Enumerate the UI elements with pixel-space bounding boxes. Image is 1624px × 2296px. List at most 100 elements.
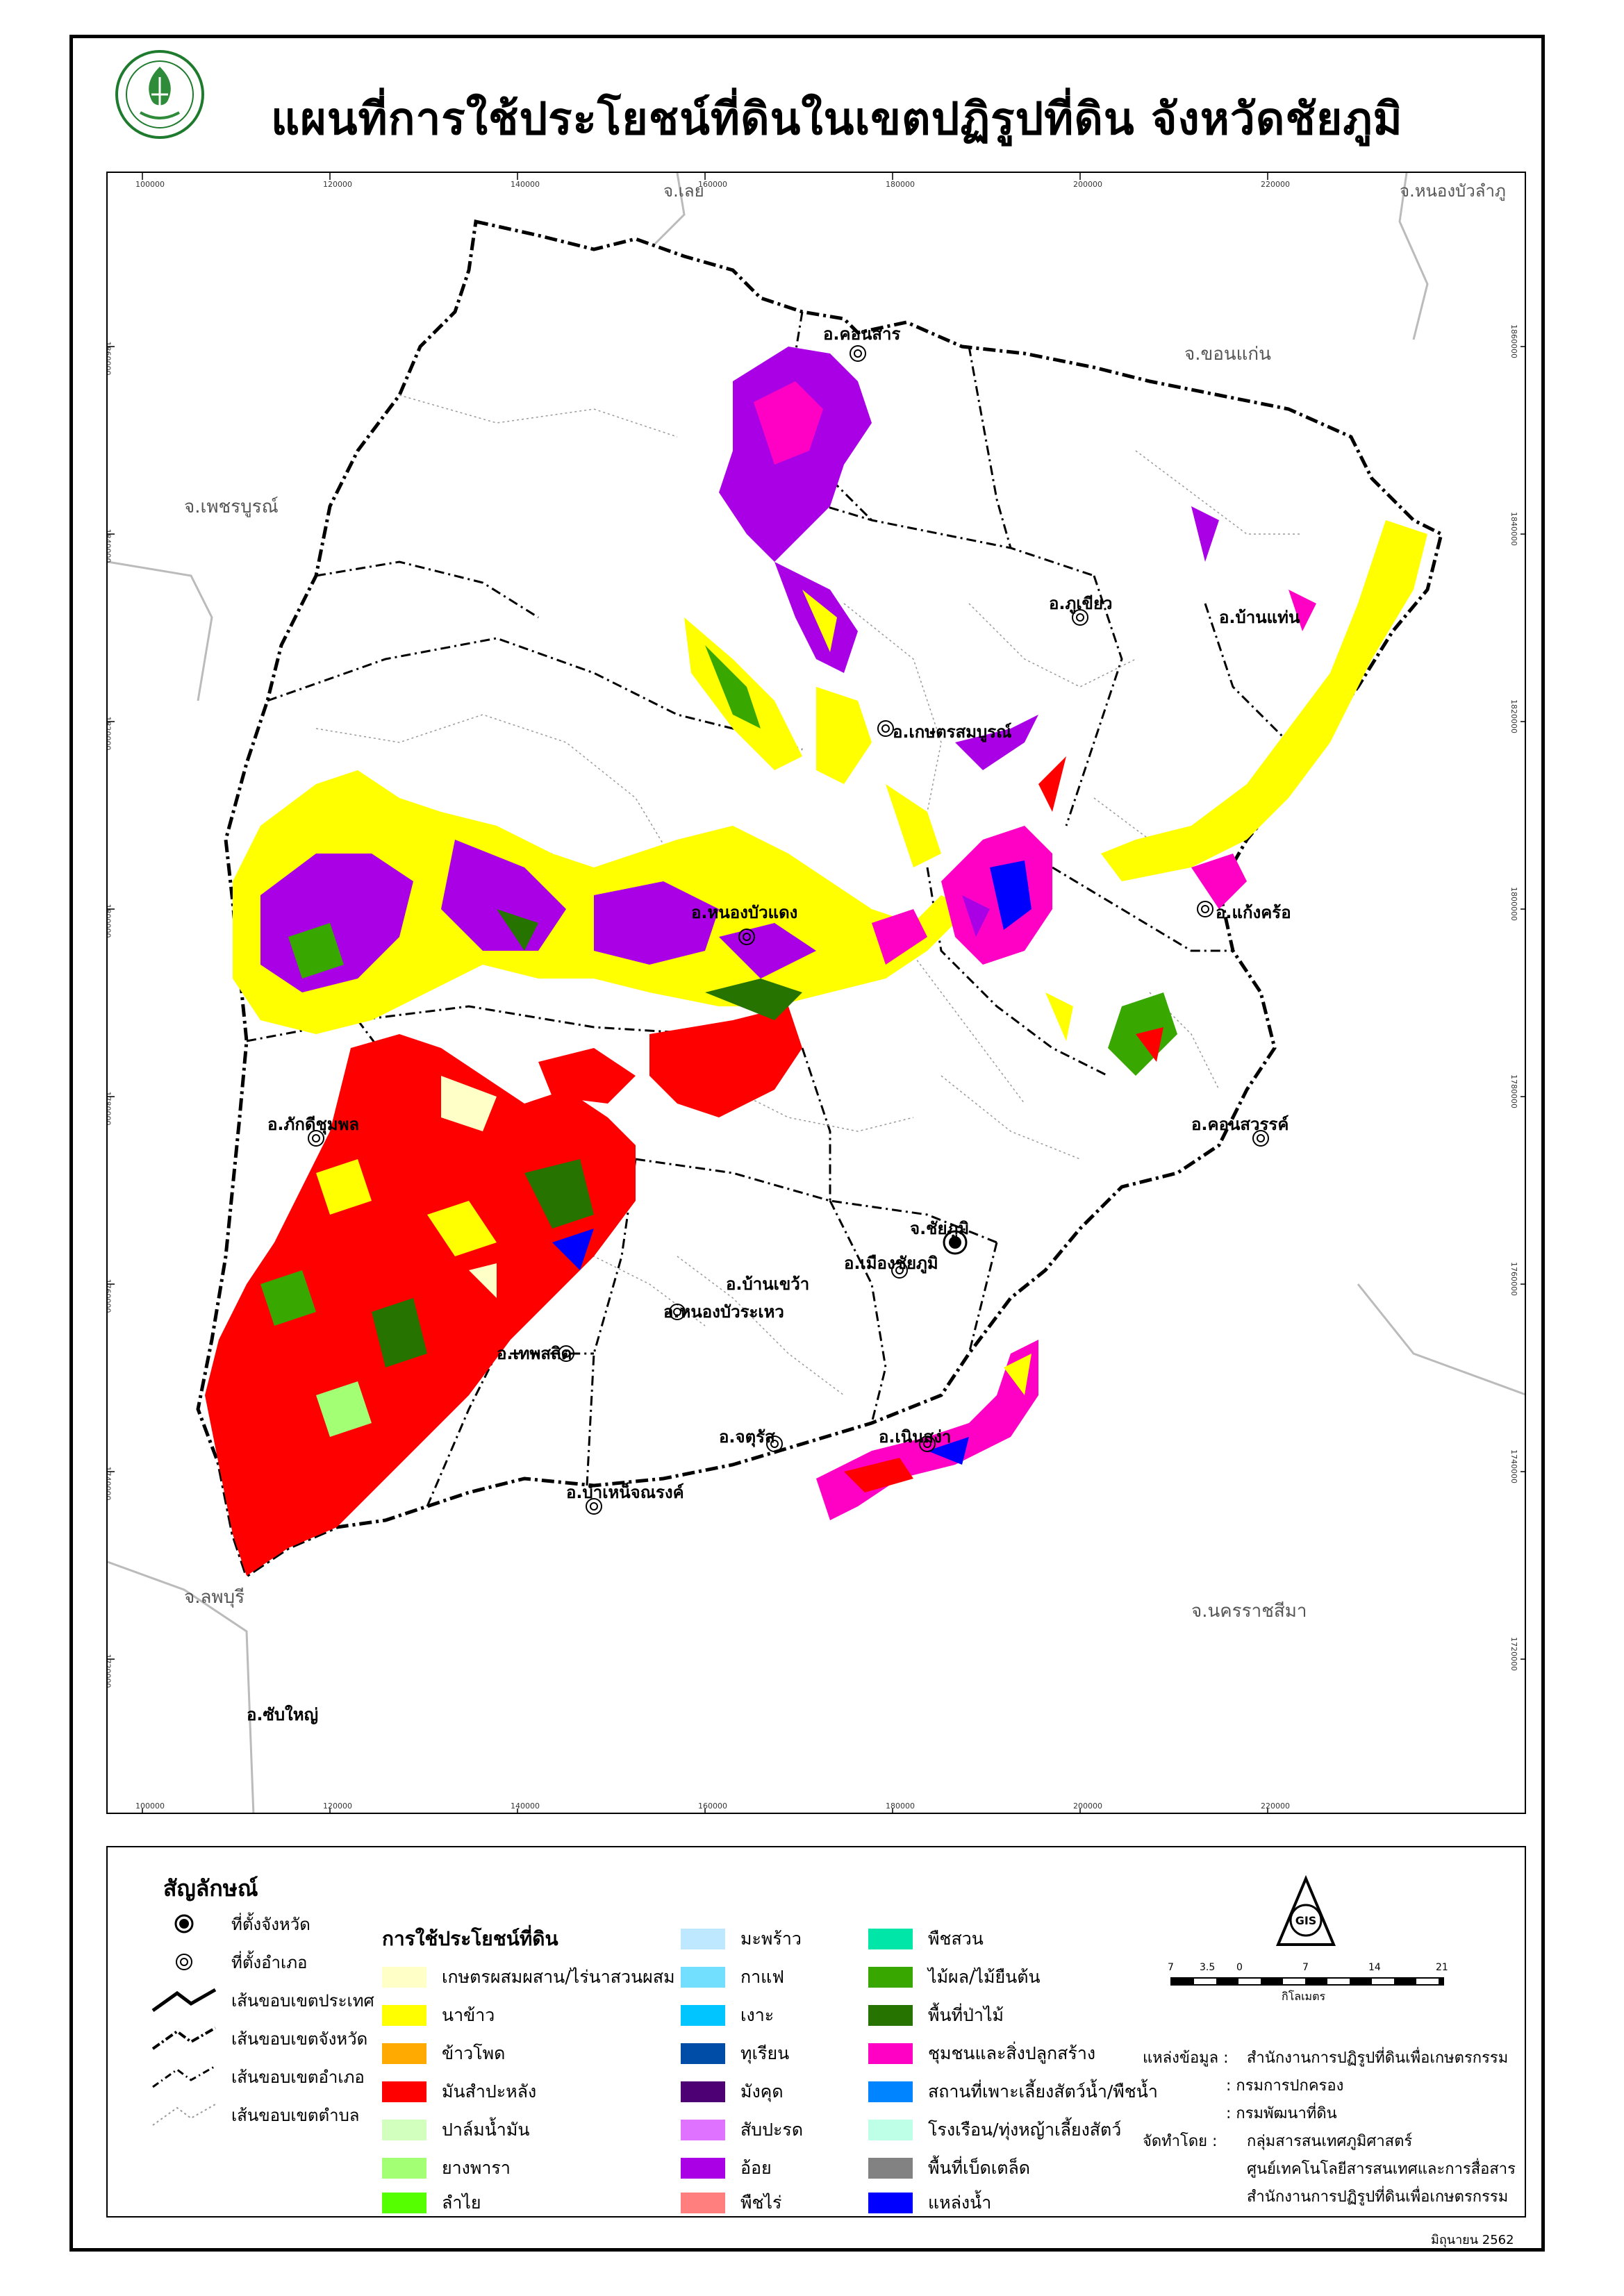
landuse-swatch: [868, 2193, 913, 2213]
landuse-swatch: [681, 2158, 725, 2179]
landuse-label: เงาะ: [740, 2005, 774, 2025]
legend-symbol-row: ที่ตั้งจังหวัด: [149, 1910, 310, 1938]
grid-y-label: 1740000: [1509, 1449, 1518, 1483]
district-center-icon: [176, 1954, 192, 1970]
landuse-item: มันสำปะหลัง: [382, 2080, 536, 2104]
source-line: : กรมพัฒนาที่ดิน: [1226, 2105, 1337, 2122]
prepared-label: จัดทำโดย :: [1143, 2133, 1218, 2150]
landuse-swatch: [382, 1967, 426, 1988]
landuse-swatch: [382, 2193, 426, 2213]
landuse-swatch: [681, 2193, 725, 2213]
landuse-label: ยางพารา: [442, 2158, 511, 2178]
landuse-item: เกษตรผสมผสาน/ไร่นาสวนผสม: [382, 1965, 675, 1989]
district-label-kasetsomboon: อ.เกษตรสมบูรณ์: [893, 722, 1012, 742]
legend-symbol-row: เส้นขอบเขตอำเภอ: [149, 2063, 365, 2090]
legend-title: สัญลักษณ์: [163, 1875, 258, 1902]
landuse-item: ชุมชนและสิ่งปลูกสร้าง: [868, 2042, 1095, 2065]
scale-tick: 14: [1368, 1962, 1381, 1973]
grid-y-label: 1720000: [106, 1654, 113, 1688]
grid-x-label: 140000: [511, 180, 540, 189]
grid-y-label: 1860000: [106, 341, 113, 376]
scale-tick: 0: [1236, 1962, 1243, 1973]
neighbor-border: [108, 1561, 255, 1813]
map-frame: 100000 120000 140000 160000 180000 20000…: [106, 172, 1526, 1814]
landuse-swatch: [382, 2005, 426, 2026]
landuse-item: โรงเรือน/ทุ่งหญ้าเลี้ยงสัตว์: [868, 2118, 1121, 2142]
grid-y-label: 1800000: [1509, 887, 1518, 921]
scale-tick: 7: [1302, 1962, 1309, 1973]
landuse-swatch: [382, 2120, 426, 2140]
grid-y-label: 1780000: [1509, 1074, 1518, 1108]
landuse-label: ทุเรียน: [740, 2043, 790, 2063]
landuse-item: พืชสวน: [868, 1927, 984, 1951]
landuse-label: ชุมชนและสิ่งปลูกสร้าง: [928, 2043, 1096, 2063]
grid-x-label: 180000: [886, 180, 915, 189]
landuse-label: ปาล์มน้ำมัน: [442, 2120, 530, 2140]
landuse-label: พื้นที่เบ็ดเตล็ด: [928, 2158, 1031, 2178]
landuse-label: มังคุด: [740, 2081, 784, 2102]
scale-bar-graphic: [1170, 1977, 1444, 1986]
grid-y-label: 1720000: [1509, 1637, 1518, 1671]
landuse-label: นาข้าว: [442, 2005, 495, 2025]
grid-x-label: 180000: [886, 1802, 915, 1811]
district-border-icon: [152, 2065, 216, 2088]
landuse-swatch: [681, 2081, 725, 2102]
district-label-bamnetnarong: อ.บำเหน็จณรงค์: [566, 1483, 684, 1502]
country-border-icon: [151, 1988, 217, 2013]
grid-x-label: 160000: [698, 1802, 727, 1811]
landuse-swatch: [382, 2081, 426, 2102]
landuse-swatch: [681, 2120, 725, 2140]
landuse-label: กาแฟ: [740, 1967, 784, 1987]
landuse-swatch: [868, 2120, 913, 2140]
grid-x-label: 100000: [135, 1802, 165, 1811]
scale-unit: กิโลเมตร: [1282, 1990, 1326, 2003]
source-line: สำนักงานการปฏิรูปที่ดินเพื่อเกษตรกรรม: [1247, 2049, 1509, 2067]
grid-y-label: 1820000: [1509, 699, 1518, 733]
legend-symbol-label: เส้นขอบเขตตำบล: [231, 2105, 360, 2125]
landuse-swatch: [382, 2043, 426, 2064]
landuse-item: อ้อย: [681, 2156, 772, 2180]
neighbor-border: [1398, 173, 1429, 340]
landuse-label: อ้อย: [740, 2158, 772, 2178]
landuse-item: นาข้าว: [382, 2004, 495, 2027]
grid-ticks: [108, 173, 1525, 1813]
district-label-nongbuadaeng: อ.หนองบัวแดง: [691, 903, 798, 922]
district-label-khonsawan: อ.คอนสวรรค์: [1191, 1115, 1289, 1134]
legend-symbol-label: ที่ตั้งจังหวัด: [231, 1914, 310, 1934]
district-centers: [308, 345, 1269, 1515]
landuse-item: พืชไร่: [681, 2191, 781, 2215]
landuse-label: สับปะรด: [740, 2120, 804, 2140]
scale-tick: 21: [1436, 1962, 1448, 1973]
legend-symbol-label: เส้นขอบเขตจังหวัด: [231, 2029, 368, 2049]
landuse-item: ลำไย: [382, 2191, 481, 2215]
landuse-swatch: [868, 2005, 913, 2026]
landuse-swatch: [868, 2043, 913, 2064]
grid-x-label: 200000: [1073, 180, 1102, 189]
grid-x-label: 140000: [511, 1802, 540, 1811]
scale-tick: 7: [1168, 1962, 1174, 1973]
north-arrow-icon: GIS: [1275, 1875, 1336, 1946]
district-label-chaiyaphum: จ.ชัยภูมิ: [910, 1219, 970, 1238]
grid-y-label: 1740000: [106, 1466, 113, 1501]
landuse-label: พืชสวน: [928, 1929, 984, 1949]
prepared-line: ศูนย์เทคโนโลยีสารสนเทศและการสื่อสาร: [1247, 2161, 1516, 2178]
grid-x-label: 200000: [1073, 1802, 1102, 1811]
grid-x-label: 160000: [698, 180, 727, 189]
grid-y-label: 1800000: [106, 904, 113, 938]
district-label-kaengkhro: อ.แก้งคร้อ: [1216, 903, 1291, 922]
landuse-title: การใช้ประโยชน์ที่ดิน: [382, 1927, 558, 1950]
grid-x-label: 220000: [1261, 180, 1290, 189]
landuse-swatch: [681, 1929, 725, 1949]
legend-symbol-row: เส้นขอบเขตตำบล: [149, 2101, 360, 2129]
landuse-swatch: [681, 2043, 725, 2064]
landuse-swatch: [868, 1967, 913, 1988]
landuse-item: พื้นที่เบ็ดเตล็ด: [868, 2156, 1030, 2180]
district-label-nongbuarawe: อ.หนองบัวระเหว: [663, 1302, 784, 1322]
landuse-label: ไม้ผล/ไม้ยืนต้น: [928, 1967, 1041, 1987]
landuse-item: สถานที่เพาะเลี้ยงสัตว์น้ำ/พืชน้ำ: [868, 2080, 1158, 2104]
landuse-item: เงาะ: [681, 2004, 774, 2027]
map-title: แผนที่การใช้ประโยชน์ที่ดินในเขตปฏิรูปที่…: [271, 94, 1403, 145]
map-date: มิถุนายน 2562: [1431, 2233, 1514, 2247]
landuse-swatch: [868, 2081, 913, 2102]
landuse-item: ข้าวโพด: [382, 2042, 505, 2065]
